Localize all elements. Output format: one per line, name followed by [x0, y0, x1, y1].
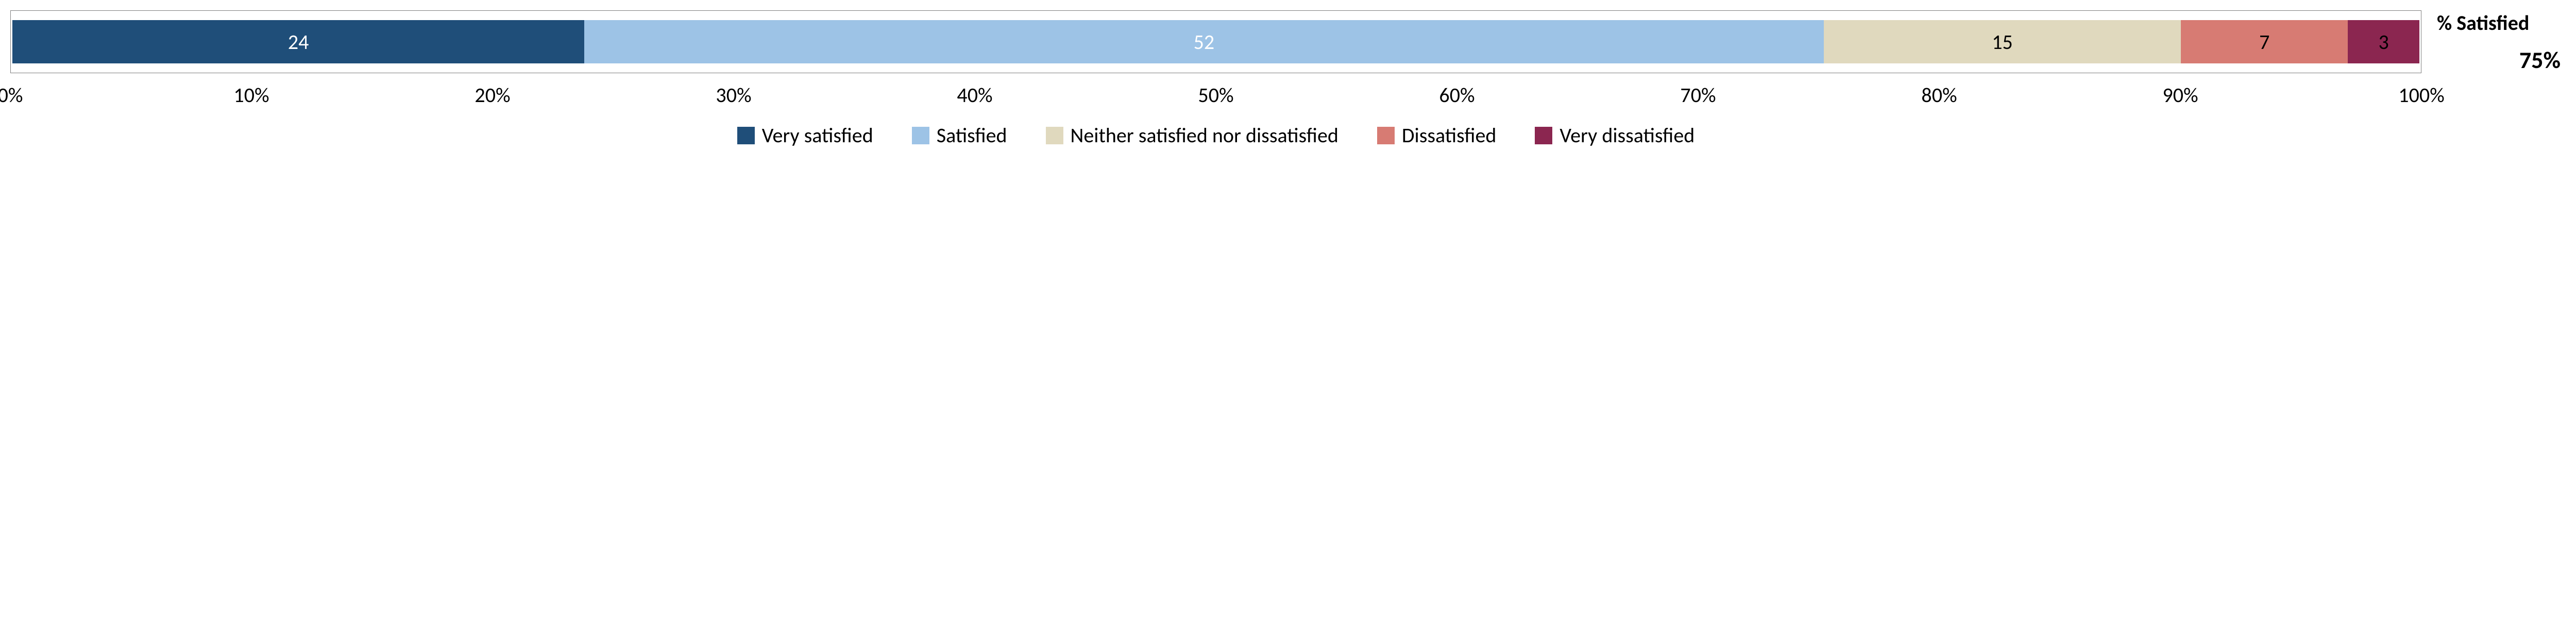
axis-tick: 0%: [0, 82, 23, 108]
legend: Very satisfied Satisfied Neither satisfied…: [10, 123, 2421, 148]
axis-tick: 100%: [2398, 82, 2444, 108]
legend-item: Dissatisfied: [1377, 123, 1497, 148]
plot-area: 24521573: [10, 10, 2421, 73]
legend-item: Very satisfied: [737, 123, 873, 148]
summary-box: % Satisfied 75%: [2437, 10, 2566, 75]
stacked-bar: 24521573: [12, 20, 2419, 63]
bar-segment: 24: [12, 20, 584, 63]
axis-tick: 90%: [2162, 82, 2198, 108]
chart-main: 24521573 0%10%20%30%40%50%60%70%80%90%10…: [10, 10, 2421, 148]
legend-item: Satisfied: [912, 123, 1007, 148]
axis-tick: 80%: [1921, 82, 1957, 108]
bar-segment: 52: [584, 20, 1823, 63]
summary-title: % Satisfied: [2437, 10, 2566, 36]
axis-tick: 70%: [1680, 82, 1716, 108]
legend-label: Satisfied: [937, 123, 1007, 148]
legend-item: Neither satisfied nor dissatisfied: [1046, 123, 1338, 148]
bar-segment: 15: [1824, 20, 2181, 63]
legend-item: Very dissatisfied: [1535, 123, 1694, 148]
axis-tick: 10%: [233, 82, 269, 108]
axis-tick: 60%: [1439, 82, 1475, 108]
legend-label: Very satisfied: [762, 123, 873, 148]
legend-swatch: [1377, 127, 1395, 144]
legend-swatch: [1535, 127, 1552, 144]
legend-swatch: [912, 127, 929, 144]
axis-tick: 20%: [474, 82, 510, 108]
bar-segment: 3: [2348, 20, 2419, 63]
axis-tick: 30%: [716, 82, 751, 108]
axis-tick: 50%: [1198, 82, 1233, 108]
axis-tick: 40%: [957, 82, 992, 108]
legend-label: Very dissatisfied: [1560, 123, 1694, 148]
satisfaction-chart: 24521573 0%10%20%30%40%50%60%70%80%90%10…: [10, 10, 2566, 148]
bar-segment: 7: [2181, 20, 2348, 63]
legend-label: Neither satisfied nor dissatisfied: [1071, 123, 1338, 148]
x-axis: 0%10%20%30%40%50%60%70%80%90%100%: [10, 82, 2421, 107]
legend-swatch: [1046, 127, 1063, 144]
legend-swatch: [737, 127, 755, 144]
summary-value: 75%: [2437, 46, 2566, 75]
legend-label: Dissatisfied: [1402, 123, 1497, 148]
